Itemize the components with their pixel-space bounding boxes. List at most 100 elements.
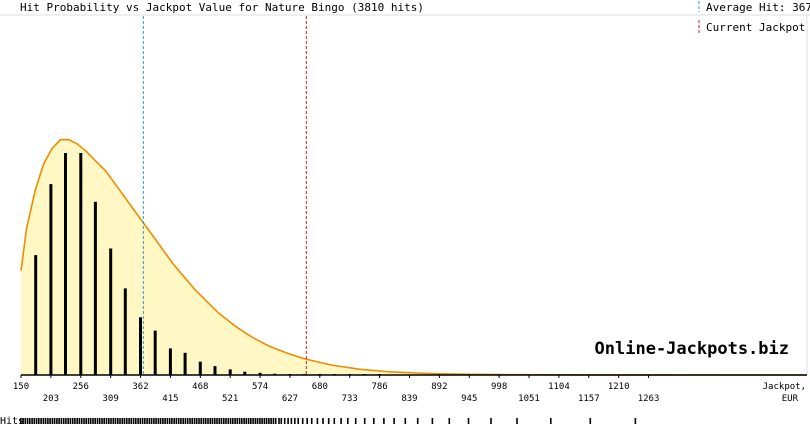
legend-current-jackpot-label: Current Jackpot <box>706 21 805 34</box>
hit-tick <box>171 418 173 424</box>
hit-tick <box>110 418 112 424</box>
hit-tick <box>144 418 146 424</box>
hit-tick <box>162 418 164 424</box>
x-tick-label: 1263 <box>638 394 660 404</box>
hit-tick <box>218 418 221 424</box>
hit-tick <box>202 418 205 424</box>
hit-tick <box>184 418 187 424</box>
hit-tick <box>42 418 45 424</box>
x-tick-label: 203 <box>43 394 59 404</box>
hit-tick <box>209 418 212 424</box>
hit-bar <box>49 184 53 375</box>
hit-tick <box>148 418 151 424</box>
hit-tick <box>31 418 33 424</box>
hit-tick <box>272 418 275 424</box>
x-tick-label: 998 <box>491 382 507 392</box>
hit-tick <box>87 418 90 424</box>
x-tick-label: 574 <box>252 382 268 392</box>
hit-tick <box>373 418 375 424</box>
hit-tick <box>40 418 42 424</box>
x-tick-label: 468 <box>192 382 208 392</box>
hit-tick <box>316 418 319 424</box>
distribution-curve <box>20 138 807 376</box>
hit-tick <box>247 418 250 424</box>
hit-tick <box>189 418 191 424</box>
hit-tick <box>589 418 592 424</box>
x-axis-label-line1: Jackpot, <box>763 382 806 392</box>
x-tick-label: 1104 <box>548 382 570 392</box>
x-tick-label: 1157 <box>578 394 600 404</box>
hit-tick <box>24 418 27 424</box>
hit-tick <box>33 418 36 424</box>
hit-tick <box>83 418 85 424</box>
x-tick-label: 150 <box>13 382 29 392</box>
hit-tick <box>130 418 133 424</box>
hit-tick <box>327 418 330 424</box>
hit-tick <box>263 418 266 424</box>
x-tick-label: 1051 <box>518 394 540 404</box>
hit-tick <box>200 418 202 424</box>
hit-tick <box>207 418 209 424</box>
hit-tick <box>114 418 117 424</box>
hit-tick <box>232 418 234 424</box>
hit-tick <box>310 418 313 424</box>
hit-bar <box>183 352 187 375</box>
hit-bar <box>213 366 217 375</box>
hit-tick <box>193 418 196 424</box>
hits-strip <box>20 418 637 424</box>
x-tick-label: 415 <box>162 394 178 404</box>
hit-tick <box>223 418 225 424</box>
hit-tick <box>51 418 54 424</box>
hit-tick <box>245 418 248 424</box>
hit-tick <box>191 418 193 424</box>
hit-tick <box>490 418 492 424</box>
hit-bar <box>93 201 97 375</box>
hit-bar <box>243 371 247 375</box>
hit-tick <box>157 418 160 424</box>
hit-tick <box>132 418 135 424</box>
distribution-area <box>21 139 807 375</box>
hit-tick <box>117 418 119 424</box>
hit-tick <box>96 418 99 424</box>
x-tick-label: 680 <box>312 382 328 392</box>
legend: Average Hit: 367 Current Jackpot <box>698 1 810 34</box>
x-tick-label: 521 <box>222 394 238 404</box>
hit-tick <box>62 418 65 424</box>
hit-tick <box>35 418 38 424</box>
hit-tick <box>416 418 419 424</box>
hit-tick <box>268 418 270 424</box>
hit-tick <box>78 418 81 424</box>
hit-tick <box>256 418 259 424</box>
hit-tick <box>94 418 96 424</box>
hit-bar <box>109 248 113 375</box>
hit-bar <box>34 255 38 375</box>
hit-tick <box>234 418 236 424</box>
hit-bar <box>123 288 127 375</box>
hit-tick <box>214 418 216 424</box>
hit-tick <box>211 418 214 424</box>
hit-tick <box>175 418 178 424</box>
hit-tick <box>241 418 243 424</box>
hit-tick <box>44 418 47 424</box>
watermark: Online-Jackpots.biz <box>595 339 789 359</box>
hit-tick <box>22 418 24 424</box>
hit-tick <box>103 418 105 424</box>
hit-tick <box>243 418 245 424</box>
x-axis-label-line2: EUR <box>782 394 799 404</box>
hit-bar <box>139 317 142 375</box>
hit-tick <box>236 418 239 424</box>
hit-tick <box>204 418 207 424</box>
hit-tick <box>128 418 130 424</box>
hit-tick <box>60 418 63 424</box>
hit-tick <box>270 418 272 424</box>
hit-tick <box>198 418 200 424</box>
hit-tick <box>229 418 232 424</box>
hit-tick <box>254 418 257 424</box>
hit-tick <box>516 418 518 424</box>
hit-tick <box>297 418 299 424</box>
hit-tick <box>146 418 148 424</box>
hit-tick <box>141 418 144 424</box>
hit-bar <box>168 348 172 375</box>
hit-tick <box>393 418 395 424</box>
